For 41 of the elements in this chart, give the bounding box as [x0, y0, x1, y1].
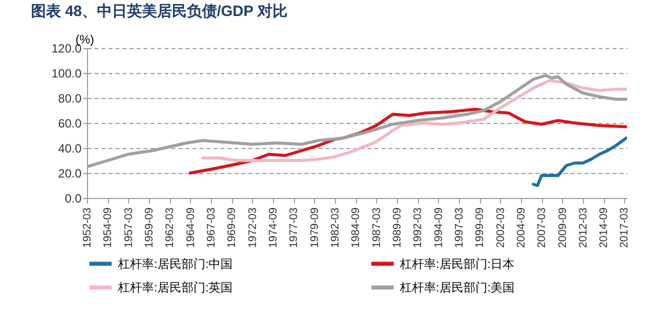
x-tick-label: 1977-03: [288, 208, 300, 248]
x-tick-label: 1989-09: [391, 208, 404, 248]
x-tick-label: 2002-03: [494, 208, 507, 248]
x-tick-label: 2007-03: [536, 208, 548, 248]
chart-title: 图表 48、中日英美居民负债/GDP 对比: [30, 2, 288, 20]
y-axis-title: (%): [76, 32, 94, 46]
y-tick-label: 0.0: [64, 192, 82, 206]
x-tick-label: 1962-03: [164, 208, 176, 248]
x-tick-label: 1987-03: [370, 208, 383, 248]
line-series: [201, 79, 627, 162]
legend-label: 杠杆率:居民部门:中国: [117, 256, 233, 271]
x-tick-label: 2014-09: [598, 208, 610, 248]
legend-label: 杠杆率:居民部门:美国: [399, 280, 515, 294]
x-tick-label: 2009-09: [556, 208, 569, 248]
x-tick-label: 1979-09: [308, 208, 321, 248]
legend-label: 杠杆率:居民部门:英国: [117, 280, 233, 294]
x-tick-label: 1957-03: [122, 208, 135, 248]
x-tick-label: 1972-03: [246, 208, 259, 248]
x-tick-label: 1994-09: [432, 208, 445, 248]
x-tick-label: 1982-03: [329, 208, 342, 248]
x-tick-label: 1984-09: [350, 208, 362, 248]
x-tick-label: 1967-03: [205, 208, 218, 248]
x-tick-label: 1952-03: [82, 208, 94, 248]
x-tick-label: 1974-09: [267, 208, 280, 248]
x-tick-label: 2017-03: [618, 208, 631, 248]
line-series: [532, 136, 627, 187]
x-tick-label: 1999-09: [474, 208, 486, 248]
legend-label: 杠杆率:居民部门:日本: [399, 256, 515, 271]
y-tick-label: 20.0: [58, 166, 82, 180]
y-tick-label: 100.0: [51, 66, 82, 80]
x-tick-label: 1954-09: [102, 208, 114, 248]
x-tick-label: 2004-09: [515, 208, 528, 248]
x-tick-label: 1959-09: [144, 208, 156, 248]
x-tick-label: 2012-03: [577, 208, 590, 248]
x-tick-label: 1997-03: [453, 208, 466, 248]
x-tick-label: 1992-03: [412, 208, 424, 248]
y-tick-label: 80.0: [58, 92, 82, 106]
y-tick-label: 60.0: [58, 116, 82, 130]
x-tick-label: 1969-09: [226, 208, 238, 248]
x-tick-label: 1964-09: [184, 208, 197, 248]
y-tick-label: 40.0: [58, 142, 82, 156]
